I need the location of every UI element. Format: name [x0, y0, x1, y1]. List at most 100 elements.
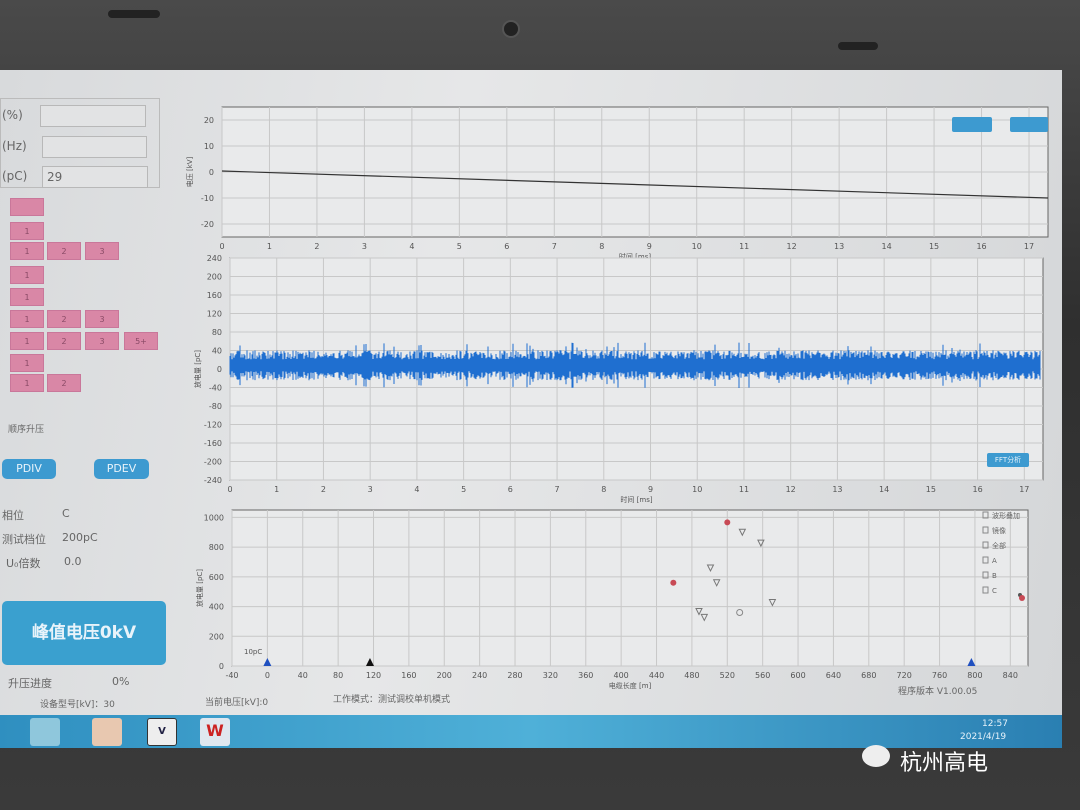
x-tick-label: 12: [787, 242, 797, 251]
x-tick-label: 17: [1024, 242, 1034, 251]
y-tick-label: -120: [204, 421, 222, 430]
x-tick-label: 11: [739, 485, 749, 494]
legend-label: 全部: [992, 541, 1006, 550]
x-tick-label: 4: [409, 242, 414, 251]
x-tick-label: 0: [219, 242, 224, 251]
chart-button[interactable]: [1010, 117, 1048, 132]
x-tick-label: 80: [333, 671, 343, 680]
x-tick-label: 720: [897, 671, 912, 680]
y-tick-label: 1000: [204, 513, 224, 522]
y-tick-label: 600: [209, 573, 224, 582]
webcam: [502, 20, 520, 38]
scatter-point: [670, 580, 676, 586]
x-tick-label: 320: [543, 671, 558, 680]
x-tick-label: 15: [929, 242, 939, 251]
y-tick-label: -200: [204, 458, 222, 467]
app-icon[interactable]: [92, 718, 122, 746]
x-tick-label: 7: [552, 242, 557, 251]
x-tick-label: 10: [692, 242, 702, 251]
y-tick-label: 10: [204, 142, 214, 151]
x-tick-label: 8: [599, 242, 604, 251]
x-tick-label: 12: [786, 485, 796, 494]
y-tick-label: 240: [207, 254, 222, 263]
vnc-icon[interactable]: V: [147, 718, 177, 746]
y-tick-label: -10: [201, 194, 214, 203]
bezel-latch: [108, 10, 160, 18]
x-tick-label: 13: [832, 485, 842, 494]
x-tick-label: 10: [692, 485, 702, 494]
chart-button[interactable]: [952, 117, 992, 132]
x-axis-label: 电缆长度 [m]: [609, 681, 652, 690]
y-tick-label: 400: [209, 603, 224, 612]
y-tick-label: 0: [219, 662, 224, 671]
test-app-icon[interactable]: W: [200, 718, 230, 746]
y-tick-label: 200: [207, 273, 222, 282]
y-tick-label: 200: [209, 632, 224, 641]
legend-label: 镜像: [992, 526, 1006, 535]
x-tick-label: 8: [601, 485, 606, 494]
x-tick-label: 800: [967, 671, 982, 680]
legend-label: 波形叠加: [992, 511, 1020, 520]
x-tick-label: 2: [321, 485, 326, 494]
x-tick-label: 16: [976, 242, 986, 251]
x-tick-label: 680: [861, 671, 876, 680]
x-tick-label: 760: [932, 671, 947, 680]
x-tick-label: 0: [227, 485, 232, 494]
media-player-icon[interactable]: [30, 718, 60, 746]
y-tick-label: 160: [207, 291, 222, 300]
x-tick-label: 9: [647, 242, 652, 251]
y-tick-label: 0: [217, 365, 222, 374]
fft-button[interactable]: FFT分析: [987, 453, 1029, 467]
y-tick-label: -160: [204, 439, 222, 448]
x-tick-label: 120: [366, 671, 381, 680]
y-tick-label: -80: [209, 402, 222, 411]
x-tick-label: 16: [972, 485, 982, 494]
x-tick-label: 15: [926, 485, 936, 494]
x-tick-label: 280: [507, 671, 522, 680]
y-tick-label: 120: [207, 310, 222, 319]
x-tick-label: 14: [882, 242, 892, 251]
legend-label: C: [992, 587, 997, 595]
x-tick-label: 14: [879, 485, 889, 494]
x-tick-label: 480: [684, 671, 699, 680]
x-tick-label: 560: [755, 671, 770, 680]
threshold-label: 10pC: [244, 648, 262, 656]
x-tick-label: 6: [508, 485, 513, 494]
y-axis-label: 电压 [kV]: [185, 156, 194, 187]
x-tick-label: 840: [1003, 671, 1018, 680]
x-tick-label: 13: [834, 242, 844, 251]
y-tick-label: 800: [209, 543, 224, 552]
x-tick-label: 360: [578, 671, 593, 680]
legend-label: B: [992, 572, 997, 580]
charts-area: 20100-10-200 1 2 3 4 5 6 7 8 9 10 11 12 13 14 15 16 17时间 …: [0, 70, 1062, 715]
x-tick-label: 7: [555, 485, 560, 494]
y-tick-label: 20: [204, 116, 214, 125]
y-tick-label: 80: [212, 328, 222, 337]
x-tick-label: 1: [267, 242, 272, 251]
x-tick-label: 520: [720, 671, 735, 680]
taskbar: V W 12:57 2021/4/19: [0, 715, 1062, 748]
y-axis-label: 放电量 [pC]: [193, 350, 202, 388]
legend-marker-c: [1019, 595, 1025, 601]
y-axis-label: 放电量 [pC]: [195, 569, 204, 607]
bezel-latch: [838, 42, 878, 50]
wechat-icon: [862, 745, 890, 767]
x-tick-label: 3: [362, 242, 367, 251]
x-tick-label: 6: [504, 242, 509, 251]
x-tick-label: 0: [265, 671, 270, 680]
x-tick-label: 3: [368, 485, 373, 494]
x-tick-label: 11: [739, 242, 749, 251]
x-tick-label: 600: [790, 671, 805, 680]
y-tick-label: -20: [201, 220, 214, 229]
clock-time: 12:57: [982, 719, 1008, 729]
x-tick-label: 4: [414, 485, 419, 494]
x-tick-label: 2: [314, 242, 319, 251]
x-tick-label: 160: [401, 671, 416, 680]
x-tick-label: 5: [457, 242, 462, 251]
x-tick-label: -40: [225, 671, 238, 680]
x-tick-label: 40: [298, 671, 308, 680]
x-tick-label: 240: [472, 671, 487, 680]
watermark: 杭州高电: [900, 745, 988, 777]
x-axis-label: 时间 [ms]: [620, 495, 652, 504]
x-tick-label: 400: [614, 671, 629, 680]
